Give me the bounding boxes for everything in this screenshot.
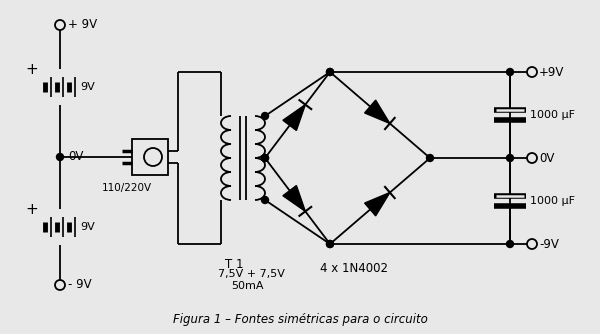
Text: 7,5V + 7,5V: 7,5V + 7,5V: [218, 269, 285, 279]
Text: + 9V: + 9V: [68, 18, 97, 31]
Circle shape: [262, 155, 269, 162]
Circle shape: [506, 155, 514, 162]
Circle shape: [326, 240, 334, 247]
Text: 1000 μF: 1000 μF: [530, 110, 575, 120]
Text: 0V: 0V: [539, 152, 554, 165]
Circle shape: [55, 280, 65, 290]
Text: +: +: [26, 201, 38, 216]
Bar: [132, 139, 168, 175]
Polygon shape: [365, 100, 390, 124]
Circle shape: [506, 68, 514, 75]
Text: 0V: 0V: [68, 151, 83, 164]
Circle shape: [55, 20, 65, 30]
Polygon shape: [365, 192, 390, 216]
Text: - 9V: - 9V: [68, 279, 92, 292]
Circle shape: [427, 155, 433, 162]
Circle shape: [326, 68, 334, 75]
Circle shape: [326, 68, 334, 75]
Circle shape: [326, 240, 334, 247]
Text: Figura 1 – Fontes simétricas para o circuito: Figura 1 – Fontes simétricas para o circ…: [173, 314, 427, 327]
Polygon shape: [283, 105, 305, 131]
Circle shape: [262, 113, 269, 120]
Polygon shape: [283, 185, 305, 211]
Text: 9V: 9V: [80, 222, 95, 232]
Text: 1000 μF: 1000 μF: [530, 196, 575, 206]
Text: +9V: +9V: [539, 65, 565, 78]
Text: T 1: T 1: [225, 258, 244, 271]
Circle shape: [262, 155, 269, 162]
Circle shape: [527, 239, 537, 249]
Text: 9V: 9V: [80, 82, 95, 92]
Text: 110/220V: 110/220V: [102, 183, 152, 193]
Circle shape: [527, 67, 537, 77]
Text: 50mA: 50mA: [231, 281, 263, 291]
Circle shape: [144, 148, 162, 166]
Text: -9V: -9V: [539, 237, 559, 250]
Circle shape: [527, 153, 537, 163]
Circle shape: [262, 196, 269, 203]
Text: +: +: [26, 61, 38, 76]
Circle shape: [506, 240, 514, 247]
Circle shape: [56, 154, 64, 161]
Text: 4 x 1N4002: 4 x 1N4002: [320, 262, 388, 275]
